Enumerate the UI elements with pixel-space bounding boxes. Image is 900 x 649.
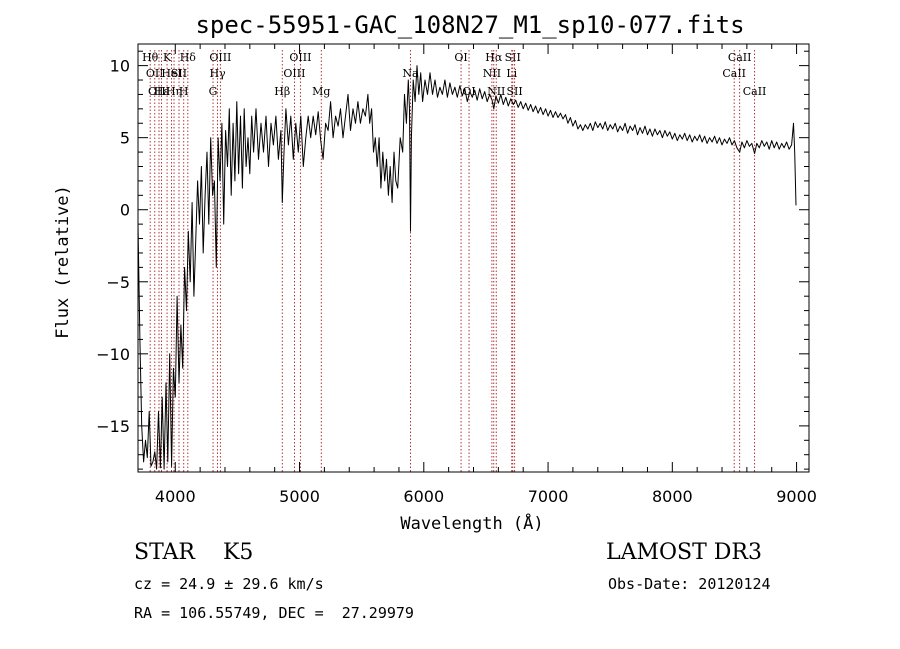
y-tick-label-5: 10 xyxy=(110,57,130,76)
line-marker-label-7: SII xyxy=(171,67,187,80)
redshift-label: cz = 24.9 ± 29.6 km/s xyxy=(134,575,324,593)
y-tick-label-1: −10 xyxy=(96,345,130,364)
line-marker-label-11: Hγ xyxy=(209,67,226,80)
line-marker-label-1: OII xyxy=(146,67,164,80)
line-marker-label-18: OI xyxy=(454,51,467,64)
y-tick-label-4: 5 xyxy=(120,129,130,148)
x-tick-label-3: 7000 xyxy=(528,487,569,506)
x-tick-label-4: 8000 xyxy=(652,487,693,506)
line-marker-label-23: Li xyxy=(506,67,517,80)
y-tick-label-0: −15 xyxy=(96,417,130,436)
line-marker-label-17: Na xyxy=(402,67,419,80)
line-marker-label-9: Hδ xyxy=(180,51,197,64)
y-tick-label-2: −5 xyxy=(106,273,130,292)
series-line-flux xyxy=(137,65,797,470)
line-marker-label-28: CaII xyxy=(743,85,767,98)
line-marker-label-4: K xyxy=(163,51,172,64)
x-tick-label-5: 9000 xyxy=(776,487,817,506)
line-marker-label-8: H xyxy=(179,85,189,98)
x-tick-label-2: 6000 xyxy=(403,487,444,506)
y-axis-label: Flux (relative) xyxy=(53,185,73,339)
x-tick-label-1: 5000 xyxy=(279,487,320,506)
line-markers: HθOIIOIIIHεKHeIHηSIIHHδGHγOIIIHβOIIIOIII… xyxy=(142,50,766,472)
line-marker-label-3: Hε xyxy=(154,85,170,98)
spectrum-series xyxy=(137,65,797,470)
y-tick-label-3: 0 xyxy=(120,201,130,220)
line-marker-label-10: G xyxy=(209,85,218,98)
line-marker-label-5: HeI xyxy=(161,67,181,80)
survey-label: LAMOST DR3 xyxy=(606,540,762,565)
axes: 4000 5000 6000 7000 8000 9000 −15 −10 −5 0 5 10 xyxy=(96,44,817,506)
line-marker-label-21: Hα xyxy=(485,51,503,64)
line-marker-label-6: Hη xyxy=(166,85,182,98)
line-marker-label-15: OIII xyxy=(289,51,311,64)
line-marker-label-12: OIII xyxy=(209,51,231,64)
chart-title: spec-55951-GAC_108N27_M1_sp10-077.fits xyxy=(195,11,744,39)
line-marker-label-27: CaII xyxy=(728,51,752,64)
x-tick-label-0: 4000 xyxy=(155,487,196,506)
coordinates-label: RA = 106.55749, DEC = 27.29979 xyxy=(134,604,414,622)
line-marker-label-13: Hβ xyxy=(274,85,290,98)
line-marker-label-20: NII xyxy=(483,67,501,80)
line-marker-label-0: Hθ xyxy=(142,51,159,64)
classification-label: STAR K5 xyxy=(134,540,254,565)
obs-date-label: Obs-Date: 20120124 xyxy=(608,575,771,593)
x-axis-label: Wavelength (Å) xyxy=(400,512,543,534)
line-marker-label-2: OIII xyxy=(148,85,170,98)
line-marker-label-25: SII xyxy=(507,85,523,98)
line-marker-label-14: OIII xyxy=(283,67,305,80)
line-marker-label-26: CaII xyxy=(722,67,746,80)
line-marker-label-16: Mg xyxy=(312,85,330,98)
line-marker-label-24: SII xyxy=(505,51,521,64)
